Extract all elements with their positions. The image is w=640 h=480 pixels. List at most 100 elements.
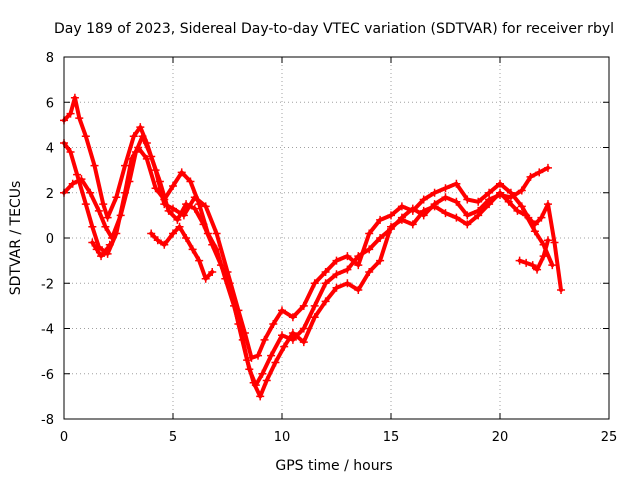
data-point	[208, 240, 217, 249]
data-point	[267, 351, 276, 360]
data-point	[387, 222, 395, 231]
data-point	[354, 286, 363, 295]
data-point	[441, 209, 450, 218]
series-line-2	[62, 141, 550, 388]
data-point	[548, 261, 557, 270]
series-line-3	[62, 134, 555, 399]
data-point	[105, 240, 114, 249]
data-point	[99, 200, 108, 209]
data-point	[77, 175, 86, 184]
data-point	[557, 286, 566, 295]
data-point	[243, 356, 252, 365]
data-point	[485, 200, 494, 209]
data-point	[288, 329, 297, 338]
data-point	[177, 168, 186, 177]
data-point	[517, 186, 526, 195]
plot-frame	[63, 56, 610, 420]
data-point	[182, 234, 191, 242]
data-point	[365, 245, 374, 254]
x-tick-label: 20	[492, 430, 509, 445]
series-markers-3	[60, 132, 557, 401]
data-point	[441, 184, 450, 193]
data-point	[88, 222, 97, 231]
data-point	[343, 265, 352, 274]
data-point	[376, 234, 385, 242]
data-point	[201, 202, 210, 211]
data-point	[310, 279, 319, 288]
data-point	[504, 197, 513, 206]
y-tick-label: 8	[46, 51, 54, 66]
data-point	[256, 392, 265, 401]
data-point	[169, 229, 177, 238]
data-point	[354, 261, 363, 270]
data-point	[517, 202, 526, 211]
data-point	[365, 267, 374, 276]
data-point	[136, 123, 145, 132]
data-point	[258, 369, 267, 378]
data-point	[81, 200, 90, 209]
data-point	[535, 168, 544, 177]
y-axis-label: SDTVAR / TECUs	[8, 181, 24, 296]
data-point	[75, 114, 84, 123]
data-point	[354, 252, 363, 261]
data-series	[60, 93, 566, 401]
data-point	[66, 148, 75, 157]
data-point	[94, 206, 103, 215]
grid	[64, 57, 609, 419]
data-point	[216, 261, 225, 270]
data-point	[225, 279, 234, 288]
data-point	[86, 188, 95, 197]
data-point	[90, 161, 99, 170]
data-point	[430, 202, 439, 211]
data-point	[151, 184, 160, 193]
y-tick-label: 2	[46, 187, 54, 202]
data-point	[81, 132, 90, 141]
y-tick-label: -8	[41, 413, 54, 428]
series-markers-6	[515, 236, 552, 274]
data-point	[533, 265, 542, 274]
data-point	[332, 283, 341, 292]
data-point	[474, 197, 483, 206]
data-point	[441, 193, 450, 202]
data-point	[343, 252, 352, 261]
data-point	[376, 256, 385, 265]
data-point	[522, 211, 531, 220]
data-point	[376, 215, 385, 224]
data-point	[430, 188, 439, 197]
data-point	[188, 245, 197, 254]
data-point	[321, 267, 330, 276]
x-tick-label: 25	[601, 430, 618, 445]
data-point	[543, 236, 552, 245]
data-point	[234, 319, 243, 328]
data-point	[288, 313, 297, 322]
data-point	[66, 109, 75, 118]
data-point	[528, 261, 537, 270]
data-point	[160, 240, 169, 249]
data-point	[153, 236, 162, 245]
y-tick-label: 4	[46, 142, 54, 157]
data-point	[199, 220, 208, 229]
x-axis-label: GPS time / hours	[275, 458, 392, 474]
data-point	[485, 188, 494, 197]
data-point	[212, 229, 221, 238]
data-point	[299, 301, 308, 310]
data-point	[164, 206, 173, 215]
axis-ticks: 0 5 10 15 20 25 -8 -6 -4 -2 0 2 4 6 8	[41, 51, 617, 445]
data-point	[408, 220, 417, 229]
data-point	[249, 378, 258, 387]
data-point	[173, 215, 182, 224]
data-point	[186, 177, 195, 186]
x-tick-label: 5	[169, 430, 177, 445]
data-point	[397, 215, 406, 224]
data-point	[190, 204, 199, 213]
data-point	[365, 229, 374, 238]
data-point	[299, 338, 308, 347]
data-point	[543, 200, 552, 209]
data-point	[463, 220, 472, 229]
data-point	[271, 358, 280, 367]
data-point	[419, 195, 428, 204]
data-point	[182, 200, 191, 209]
y-tick-label: -2	[41, 277, 54, 292]
data-point	[463, 195, 472, 204]
